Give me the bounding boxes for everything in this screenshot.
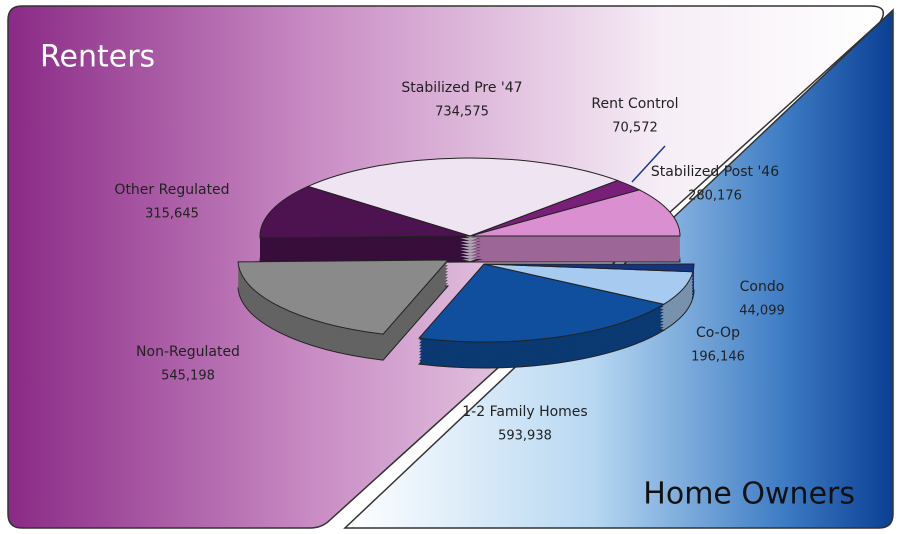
slice-label: Other Regulated xyxy=(114,182,229,198)
value-label: 593,938 xyxy=(498,429,552,444)
slice-label: Condo xyxy=(740,279,785,295)
renters-title: Renters xyxy=(40,40,155,75)
leader-line xyxy=(631,145,666,183)
slice-label: Stabilized Post '46 xyxy=(651,164,779,180)
slice xyxy=(418,263,666,343)
value-label: 196,146 xyxy=(691,350,745,365)
slice xyxy=(306,157,619,237)
slice xyxy=(259,185,471,239)
slice-label: Stabilized Pre '47 xyxy=(401,80,522,96)
slice xyxy=(483,263,695,273)
slice xyxy=(469,189,681,237)
slice-label: Rent Control xyxy=(591,96,678,112)
slice-label: Non-Regulated xyxy=(136,344,240,360)
slice xyxy=(237,259,450,335)
value-label: 280,176 xyxy=(688,189,742,204)
value-label: 44,099 xyxy=(739,304,785,319)
value-label: 70,572 xyxy=(612,121,658,136)
value-label: 734,575 xyxy=(435,105,489,120)
slice-label: 1-2 Family Homes xyxy=(462,404,587,420)
value-label: 545,198 xyxy=(161,369,215,384)
owners-title: Home Owners xyxy=(643,477,855,512)
value-label: 315,645 xyxy=(145,207,199,222)
slice-label: Co-Op xyxy=(696,325,740,341)
